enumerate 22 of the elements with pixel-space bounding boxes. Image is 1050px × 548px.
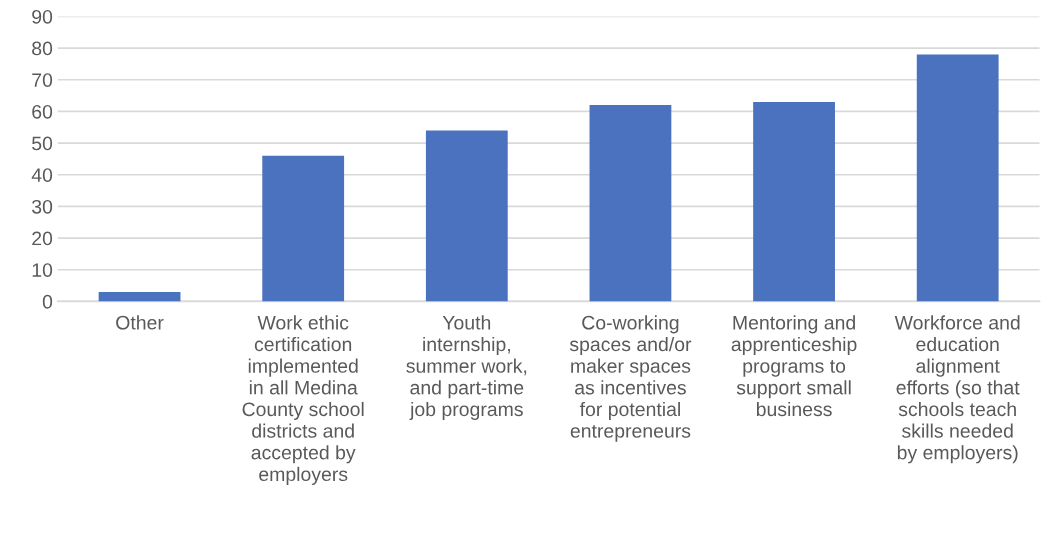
y-tick-label: 80 [32,41,53,56]
bar [425,130,508,302]
y-tick-label: 10 [32,263,53,277]
y-tick-label: 90 [32,9,53,24]
bar [589,105,672,302]
y-tick-label: 30 [32,199,53,214]
y-tick-label: 0 [42,294,53,309]
bar [916,54,999,302]
x-tick-label: Co-working spaces and/or maker spaces as incentives for potential entrepreneurs [569,315,692,442]
x-tick-label: Youth internship, summer work, and part-time job programs [406,315,527,421]
x-tick-label: Mentoring and apprenticeship programs to support small business [731,315,857,417]
y-tick-label: 50 [32,136,53,151]
y-tick-label: 70 [32,73,53,87]
y-tick-label: 40 [31,168,53,182]
x-tick-label: Other [116,315,164,330]
bar [262,155,345,302]
y-tick-label: 20 [32,231,53,246]
x-tick-label: Work ethic certification implemented in all Medina County school districts and accepted by employers [242,315,364,485]
bar [98,291,181,302]
bar [753,101,835,302]
x-tick-label: Workforce and education alignment efforts (so that schools teach skills needed by employers) [894,315,1020,464]
y-tick-label: 60 [32,104,53,119]
